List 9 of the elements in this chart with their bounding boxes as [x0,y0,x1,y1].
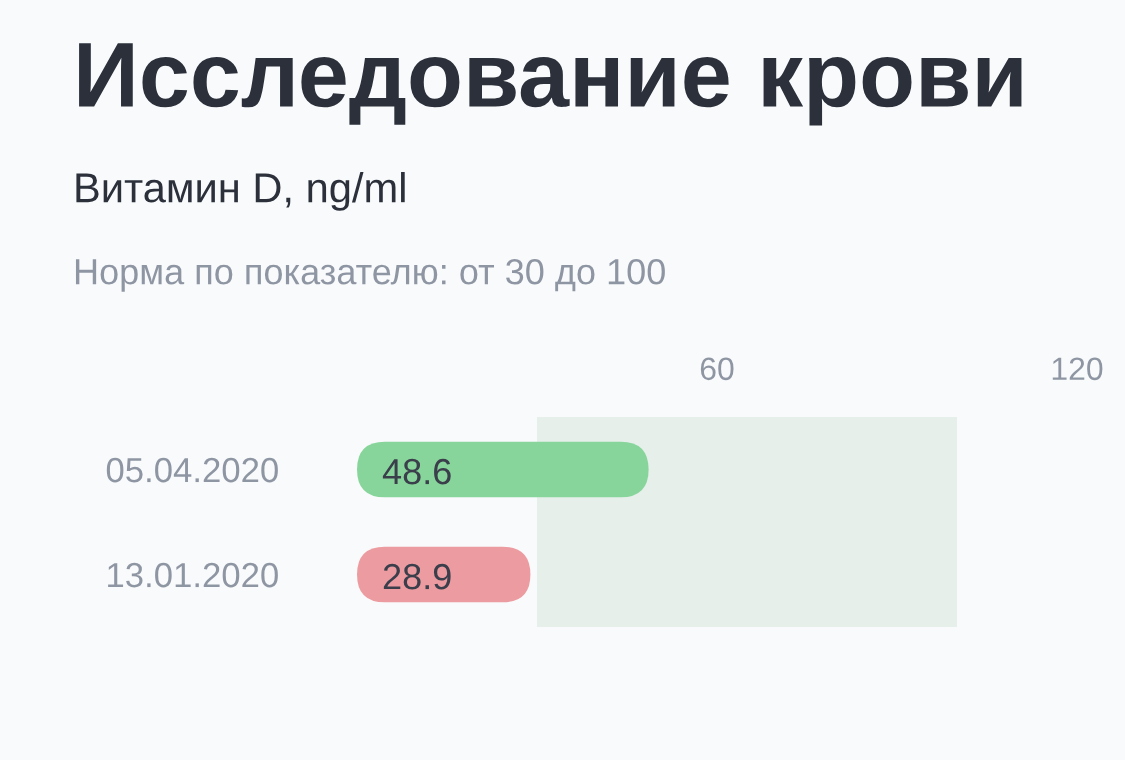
data-label: 48.6 [382,458,451,485]
chart-title: Исследование крови [79,43,1022,126]
data-label: 28.9 [383,563,451,590]
x-tick-label: 120 [1052,357,1103,381]
text: Норма по показателю: от 30 до 100 [75,258,665,292]
y-tick-label: 05.04.2020 [106,457,278,483]
y-tick-label: 13.01.2020 [108,562,278,588]
x-tick-label: 60 [700,357,734,381]
chart-subtitle: Витамин D, ng/ml [76,172,405,211]
